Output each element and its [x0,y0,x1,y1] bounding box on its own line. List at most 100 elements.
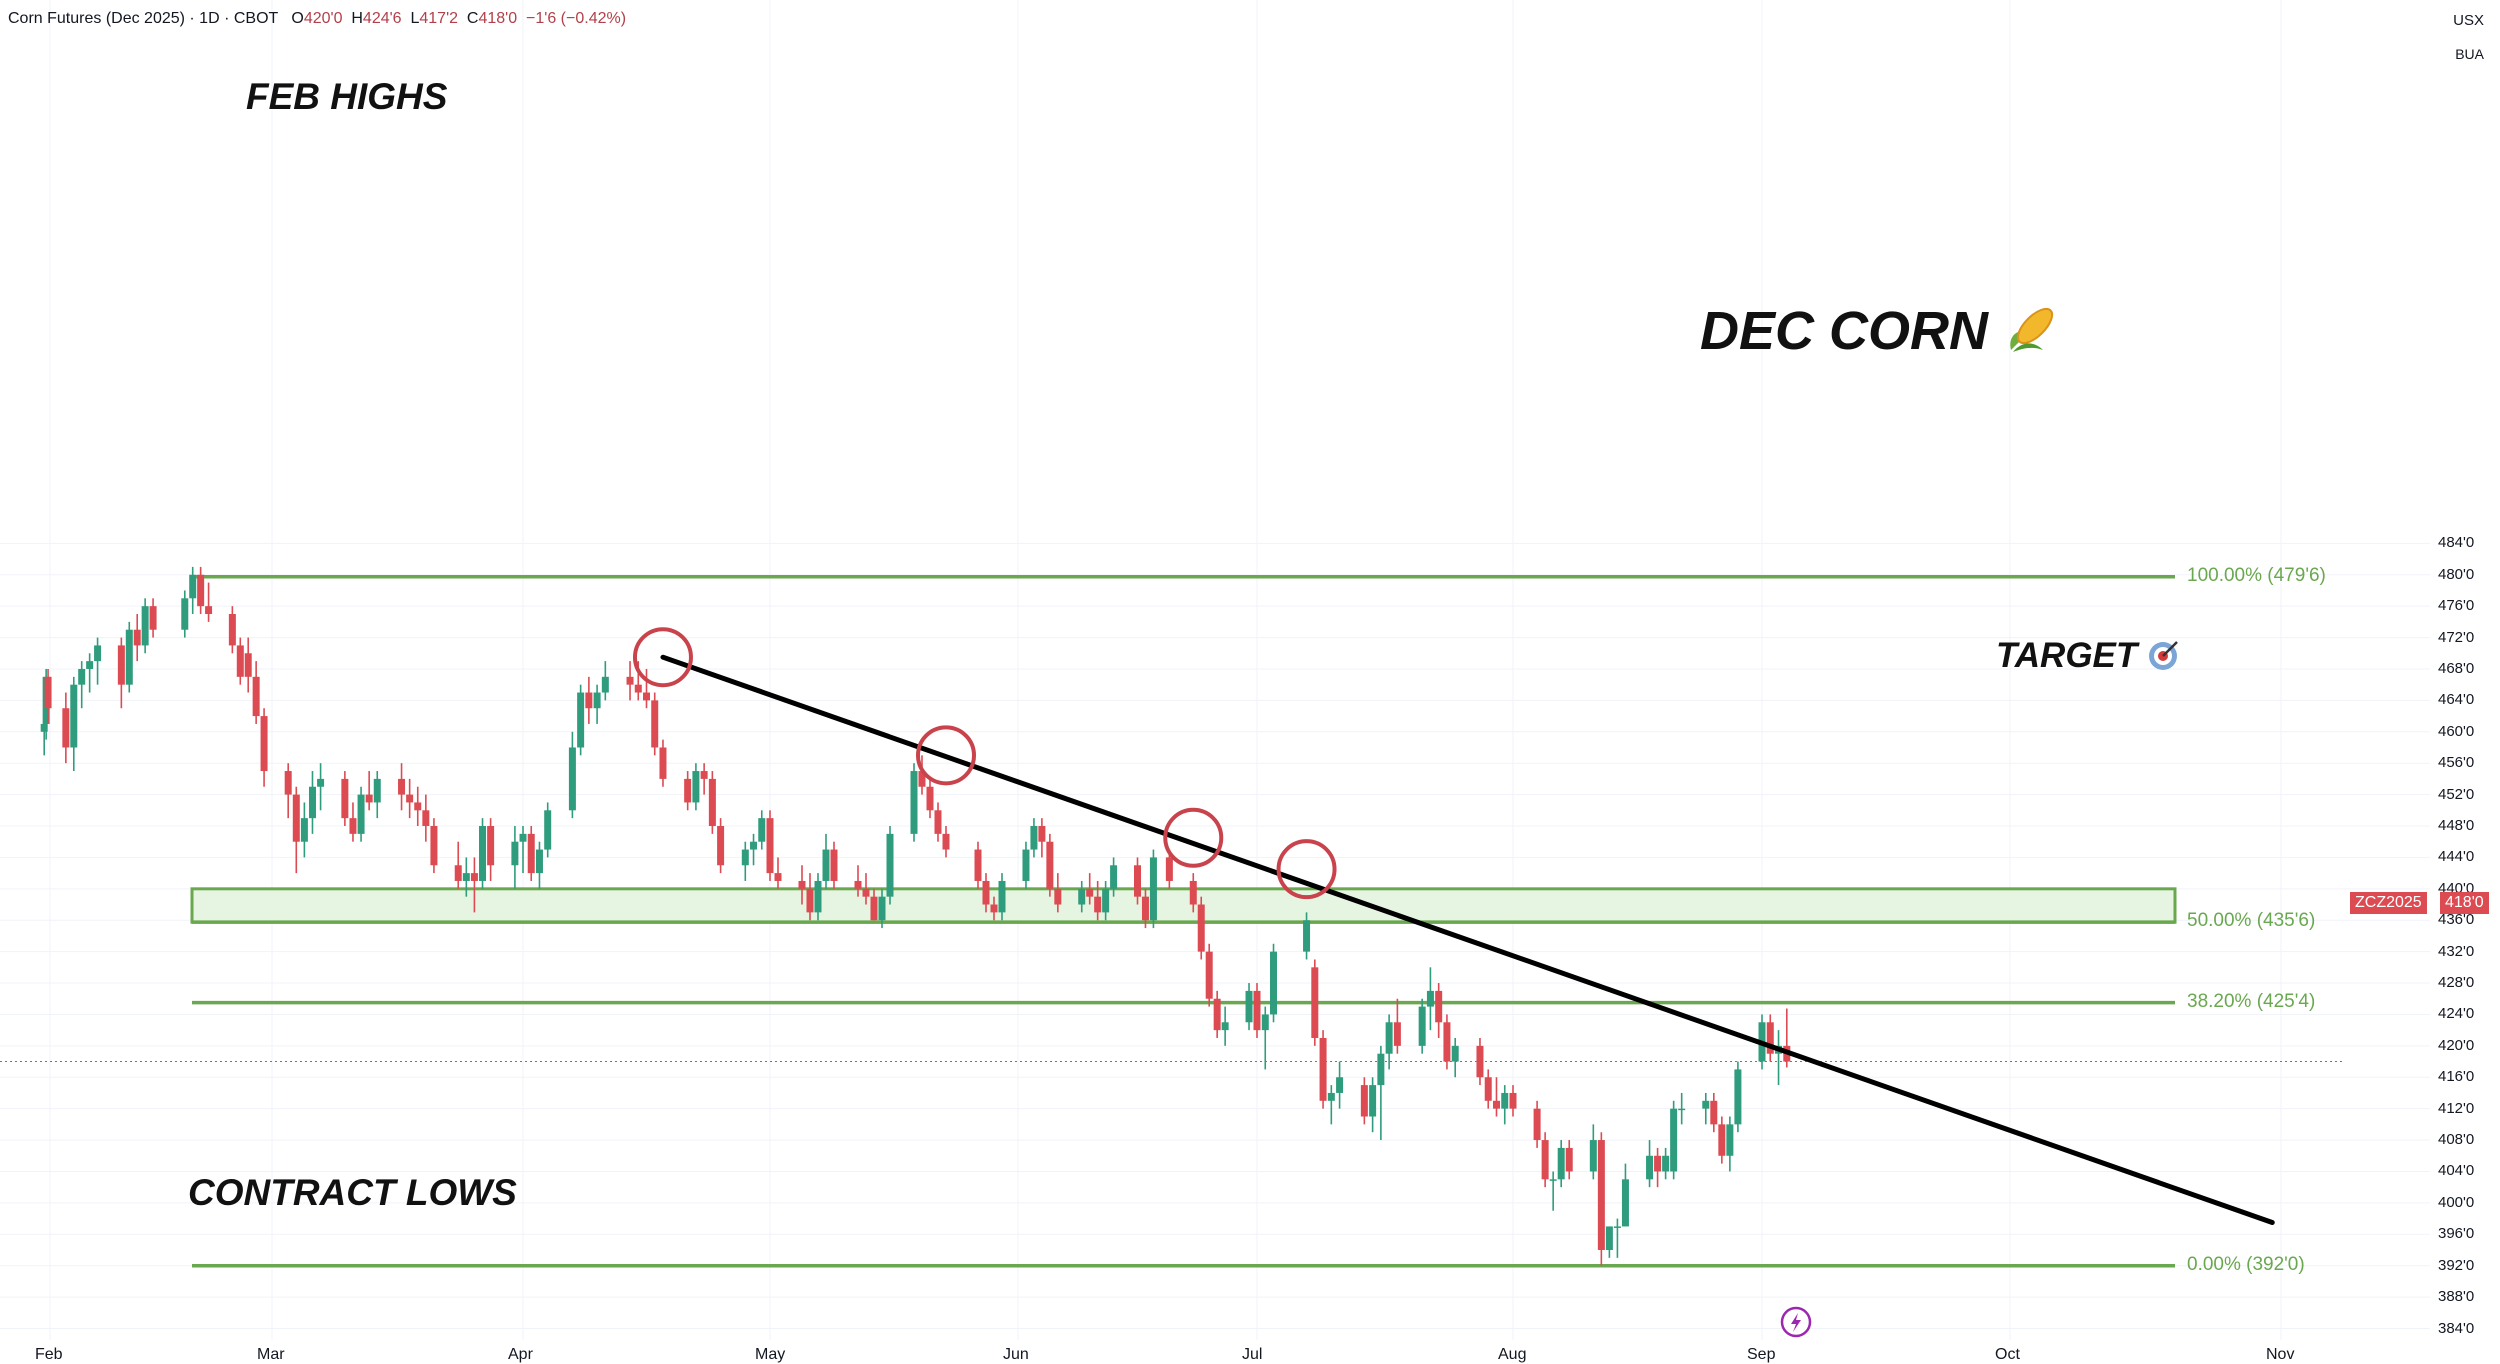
candle-body [717,826,725,866]
candle [44,668,52,724]
candle-body [373,778,381,803]
candle [1613,1218,1621,1258]
target-icon [2147,638,2181,672]
candle [643,668,650,709]
candle-body [854,880,862,889]
y-tick-label: 468'0 [2438,659,2475,677]
candle [1245,983,1253,1031]
y-tick-label: 408'0 [2438,1131,2475,1149]
candle-body [357,794,365,834]
candle [774,857,782,889]
candle-body [300,818,308,842]
candle-body [659,747,667,779]
candle-body [535,849,543,874]
candle [430,818,438,874]
y-tick-label: 456'0 [2438,754,2475,772]
candle [205,582,213,622]
candle-body [1094,896,1102,913]
candle [1597,1132,1605,1266]
candle [990,896,998,921]
candle-body [1443,1022,1451,1062]
close-label: C [466,10,479,27]
candle-body [414,802,422,811]
candle-body [181,598,189,630]
candle-body [519,833,527,842]
candle-body [1418,1006,1426,1046]
x-tick-label: Mar [257,1346,285,1363]
candle [1086,873,1094,905]
candle [365,771,373,811]
candle [601,661,609,701]
candle [1492,1077,1500,1117]
candle-body [1541,1140,1549,1180]
candle-body [1078,888,1086,905]
candle [1311,959,1319,1046]
candle-body [1549,1179,1557,1181]
candle-body [1426,990,1434,1007]
candle [1197,896,1205,960]
candle [1605,1226,1613,1258]
candle-body [1141,896,1149,921]
candle [910,763,918,842]
candle-body [470,873,478,881]
candle-body [205,606,213,615]
candle [252,661,260,724]
candle [1557,1140,1565,1188]
candle-body [1377,1053,1385,1086]
candle [544,802,552,858]
candle [886,826,894,905]
touch-circle [1276,839,1337,900]
candle [357,786,365,842]
open-value: 420'0 [303,10,343,27]
candle-body [1221,1022,1229,1031]
y-tick-label: 436'0 [2438,911,2475,929]
candle-body [1327,1092,1335,1101]
low-label: L [410,10,420,27]
candle [1270,943,1278,1023]
candle-body [149,606,157,630]
candle-body [284,771,292,795]
candle-body [1766,1022,1774,1054]
trendline[interactable] [660,654,2275,1226]
currency-unit[interactable]: USX [2453,12,2484,29]
touch-circles [632,627,1337,900]
x-tick-label: Aug [1498,1346,1527,1363]
candle-body [634,684,642,693]
candle [70,676,78,772]
candle [284,763,292,819]
fib-label: 50.00% (435'6) [2187,910,2316,932]
candle-body [1336,1077,1344,1093]
candle-body [593,692,601,709]
candle [1418,998,1426,1054]
candle [1261,1006,1269,1070]
candle [982,873,990,913]
candle-body [406,794,414,803]
candle [422,794,430,842]
candle [822,833,830,889]
candle-body [1734,1069,1742,1125]
candle-body [1134,865,1141,897]
candle [1094,880,1102,921]
candle [1213,990,1221,1038]
candle-body [125,629,133,685]
candle-body [798,880,806,889]
candle [870,888,878,921]
candle [1141,888,1149,929]
currency-sub[interactable]: BUA [2455,46,2484,62]
candle [62,692,70,764]
candle [535,841,543,889]
candle [1484,1069,1492,1109]
candle-body [236,645,244,677]
candle [1110,857,1118,897]
candle-body [1253,990,1261,1031]
symbol-title: Corn Futures (Dec 2025) · 1D · CBOT [8,10,279,27]
candle-body [1086,888,1094,897]
candle-body [750,841,758,850]
lightning-icon[interactable] [1780,1306,1812,1338]
candle [479,818,487,889]
candle [758,810,766,850]
y-tick-label: 464'0 [2438,691,2475,709]
y-tick-label: 452'0 [2438,785,2475,803]
candle [1541,1132,1549,1188]
